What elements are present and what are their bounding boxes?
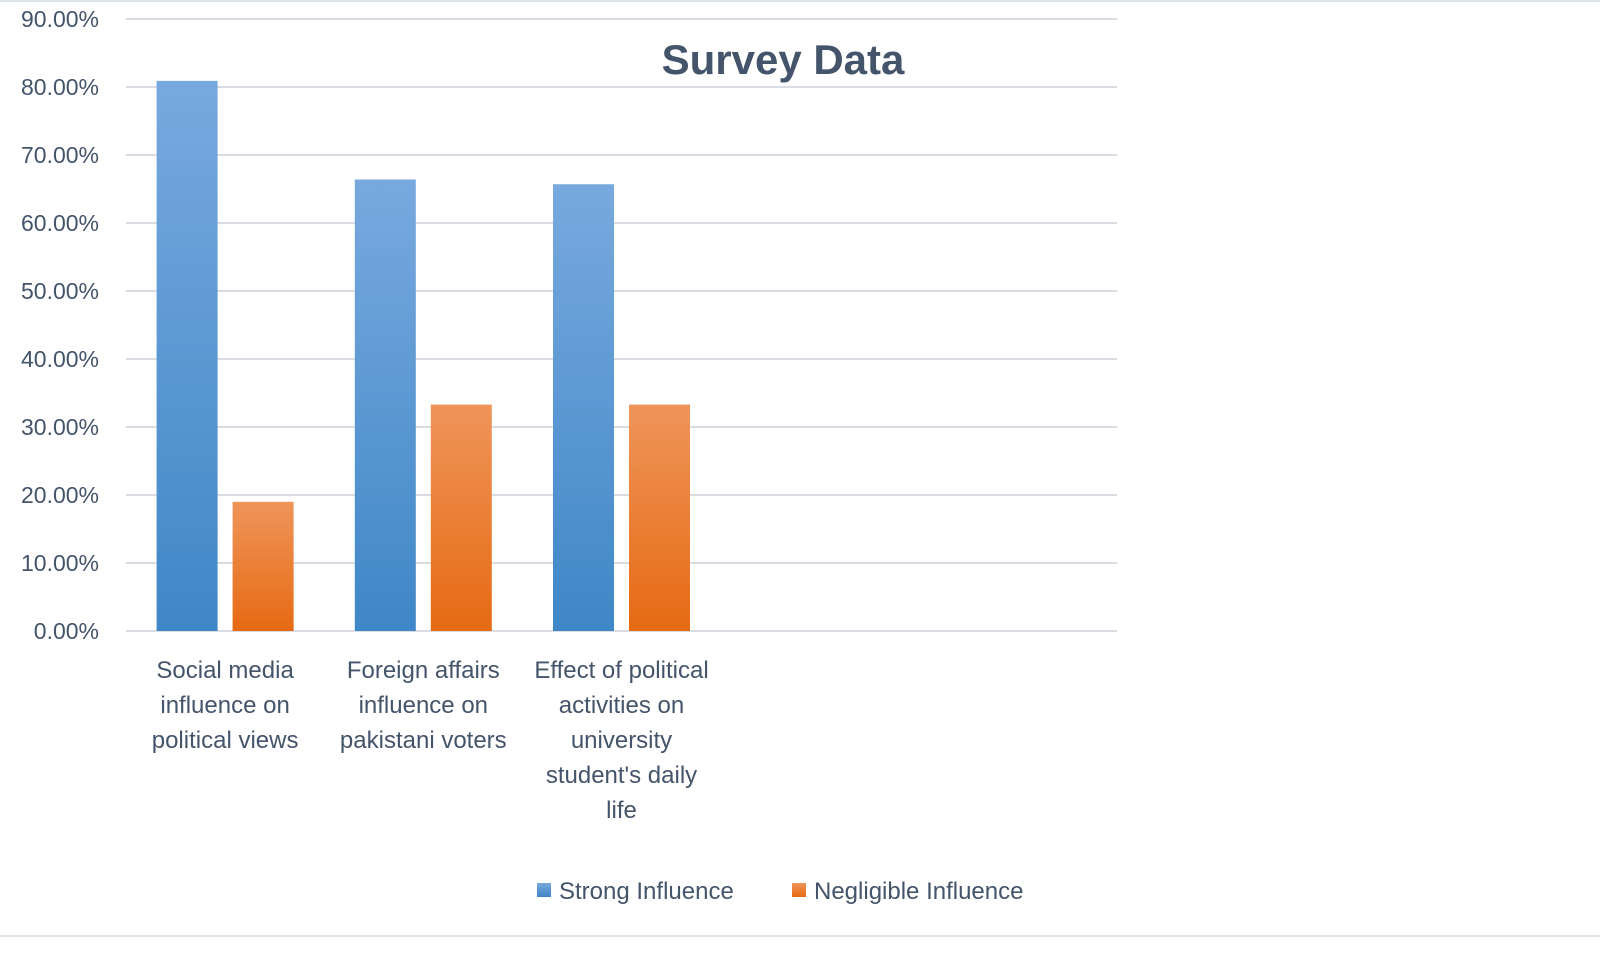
- legend-swatch: [537, 883, 551, 897]
- bar-negligible-influence: [232, 501, 294, 631]
- x-category-label: Social media influence on political views: [152, 657, 299, 754]
- y-tick-label: 20.00%: [21, 482, 99, 508]
- y-tick-label: 80.00%: [21, 74, 99, 100]
- y-tick-label: 0.00%: [34, 618, 99, 644]
- legend-swatch: [792, 883, 806, 897]
- legend: Strong Influence Negligible Influence: [537, 878, 1023, 905]
- gridlines: [126, 18, 1117, 632]
- bar-strong-influence: [553, 184, 614, 632]
- chart-title: Survey Data: [662, 36, 905, 83]
- legend-item: Strong Influence: [537, 878, 734, 905]
- x-category-label: Effect of political activities on universi…: [534, 657, 708, 824]
- bar-strong-influence: [156, 80, 218, 631]
- legend-item: Negligible Influence: [792, 878, 1023, 905]
- legend-label: Strong Influence: [559, 878, 734, 905]
- bar-negligible-influence: [629, 404, 690, 631]
- bar-negligible-influence: [430, 404, 492, 631]
- bar-strong-influence: [354, 179, 416, 632]
- y-axis-ticks: 0.00% 10.00% 20.00% 30.00% 40.00% 50.00% 60.00…: [21, 6, 99, 644]
- y-tick-label: 90.00%: [21, 6, 99, 32]
- frame-top-border: [0, 0, 1600, 2]
- legend-label: Negligible Influence: [814, 878, 1023, 905]
- y-tick-label: 30.00%: [21, 414, 99, 440]
- frame-bottom-border: [0, 935, 1600, 937]
- y-tick-label: 60.00%: [21, 210, 99, 236]
- y-tick-label: 70.00%: [21, 142, 99, 168]
- bars: [156, 80, 690, 632]
- y-tick-label: 40.00%: [21, 346, 99, 372]
- x-axis-labels: Social media influence on political views F…: [152, 657, 709, 824]
- x-category-label: Foreign affairs influence on pakistani vot…: [340, 657, 507, 754]
- y-tick-label: 10.00%: [21, 550, 99, 576]
- y-tick-label: 50.00%: [21, 278, 99, 304]
